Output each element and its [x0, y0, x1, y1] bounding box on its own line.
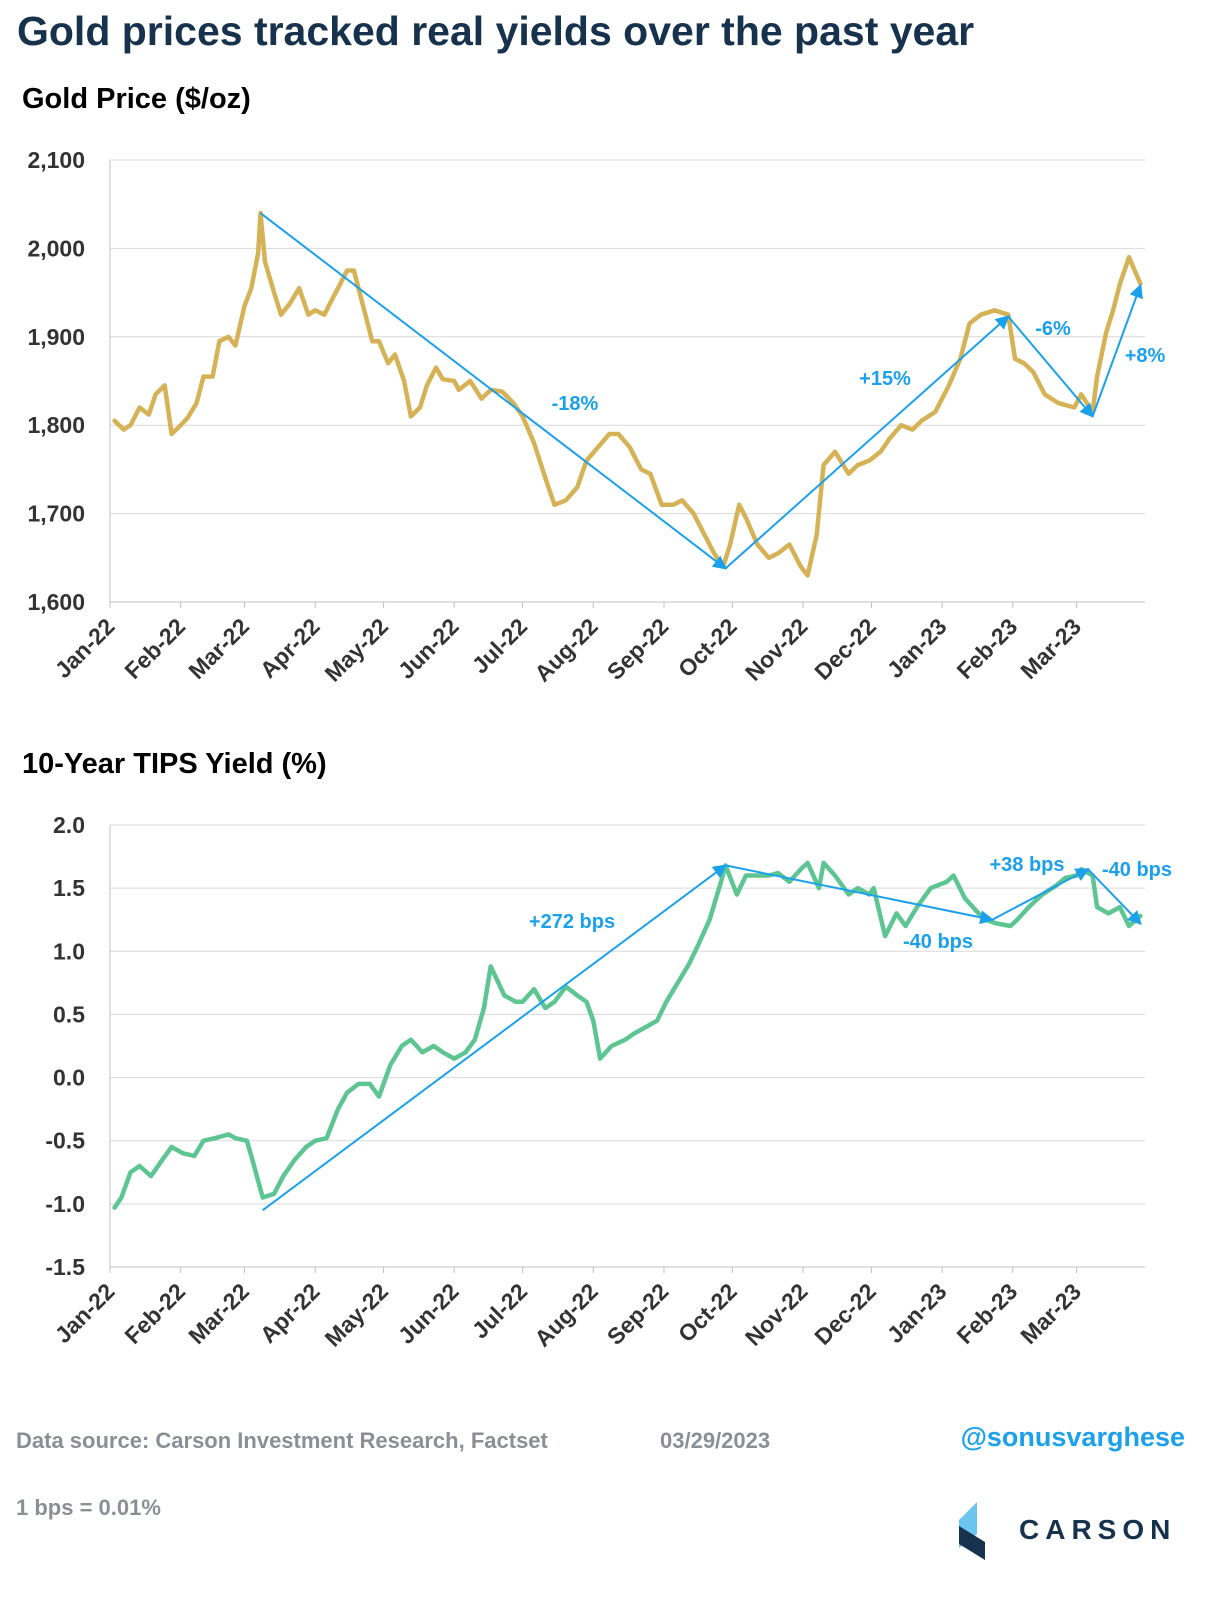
x-tick-label: Apr-22: [255, 1278, 325, 1348]
x-tick-label: Oct-22: [673, 613, 742, 682]
trend-label: +272 bps: [529, 911, 615, 933]
trend-arrow: [1087, 868, 1142, 925]
gold-price-line: [112, 210, 1143, 578]
x-tick-label: Sep-22: [602, 613, 674, 685]
trend-label: -40 bps: [1102, 859, 1172, 881]
y-tick-label: 1,900: [27, 324, 85, 350]
carson-logo-icon: [959, 1502, 985, 1560]
x-tick-label: Jan-23: [882, 613, 952, 683]
y-tick-label: 0.0: [53, 1065, 85, 1091]
report-date: 03/29/2023: [660, 1428, 771, 1453]
trend-arrow: [259, 212, 728, 570]
trend-label: -6%: [1035, 318, 1071, 340]
x-tick-label: Mar-22: [183, 1278, 254, 1349]
x-tick-label: Oct-22: [673, 1278, 742, 1347]
trend-arrow: [262, 864, 728, 1211]
y-tick-label: 2,000: [27, 235, 85, 261]
y-tick-label: 1.0: [53, 938, 85, 964]
gold-price-chart: Gold Price ($/oz) 1,600 1,700 1,800 1,900 2,0…: [22, 83, 1166, 687]
x-tick-label: Apr-22: [255, 613, 325, 683]
trend-arrow: [724, 315, 1010, 570]
x-tick-label: Aug-22: [529, 1278, 603, 1352]
page-title: Gold prices tracked real yields over the…: [17, 8, 975, 54]
x-tick-label: May-22: [320, 613, 394, 687]
tips-yield-chart: 10-Year TIPS Yield (%) -1.5 -1.0 -0.5 0.0 0.5…: [22, 748, 1172, 1352]
x-tick-label: Jan-23: [882, 1278, 952, 1348]
chart-title: Gold Price ($/oz): [22, 83, 251, 115]
author-handle: @sonusvarghese: [960, 1422, 1185, 1452]
y-tick-label: 2,100: [27, 147, 85, 173]
carson-logo: CARSON: [955, 1498, 1195, 1568]
trend-label: +38 bps: [989, 854, 1064, 876]
y-tick-label: 1,800: [27, 412, 85, 438]
x-tick-label: Feb-23: [952, 1278, 1023, 1349]
trend-arrow: [1007, 315, 1094, 418]
carson-logo-text: CARSON: [1019, 1514, 1177, 1545]
trend-label: -40 bps: [903, 931, 973, 953]
x-tick-label: Mar-23: [1015, 1278, 1086, 1349]
y-tick-label: 2.0: [53, 812, 85, 838]
x-tick-label: Jun-22: [393, 613, 464, 684]
y-tick-label: -1.5: [45, 1254, 85, 1280]
x-tick-label: Dec-22: [809, 613, 881, 685]
x-tick-label: Mar-23: [1015, 613, 1086, 684]
y-tick-label: 0.5: [53, 1001, 85, 1027]
x-tick-label: Feb-22: [119, 613, 190, 684]
y-tick-label: 1.5: [53, 875, 85, 901]
x-tick-label: Jul-22: [467, 613, 532, 678]
x-tick-label: Nov-22: [740, 613, 813, 686]
trend-label: +8%: [1125, 345, 1166, 367]
x-tick-label: Mar-22: [183, 613, 254, 684]
trend-arrow: [1091, 283, 1143, 417]
chart-title: 10-Year TIPS Yield (%): [22, 748, 327, 780]
trend-arrow: [991, 868, 1090, 921]
x-tick-label: Aug-22: [529, 613, 603, 687]
x-tick-label: Jan-22: [50, 613, 120, 683]
y-tick-label: 1,700: [27, 501, 85, 527]
x-tick-label: Jul-22: [467, 1278, 532, 1343]
x-tick-label: May-22: [320, 1278, 394, 1352]
x-tick-label: Jan-22: [50, 1278, 120, 1348]
x-tick-label: Dec-22: [809, 1278, 881, 1350]
y-tick-label: -0.5: [45, 1128, 85, 1154]
trend-label: +15%: [859, 368, 911, 390]
x-tick-label: Sep-22: [602, 1278, 674, 1350]
tips-yield-line: [112, 860, 1143, 1210]
x-tick-label: Feb-22: [119, 1278, 190, 1349]
data-source: Data source: Carson Investment Research,…: [16, 1428, 548, 1453]
x-tick-label: Nov-22: [740, 1278, 813, 1351]
x-tick-label: Feb-23: [952, 613, 1023, 684]
y-tick-label: -1.0: [45, 1191, 85, 1217]
bps-footnote: 1 bps = 0.01%: [16, 1495, 161, 1520]
trend-label: -18%: [552, 393, 599, 415]
y-tick-label: 1,600: [27, 589, 85, 615]
x-tick-label: Jun-22: [393, 1278, 464, 1349]
trend-arrow: [725, 864, 995, 925]
